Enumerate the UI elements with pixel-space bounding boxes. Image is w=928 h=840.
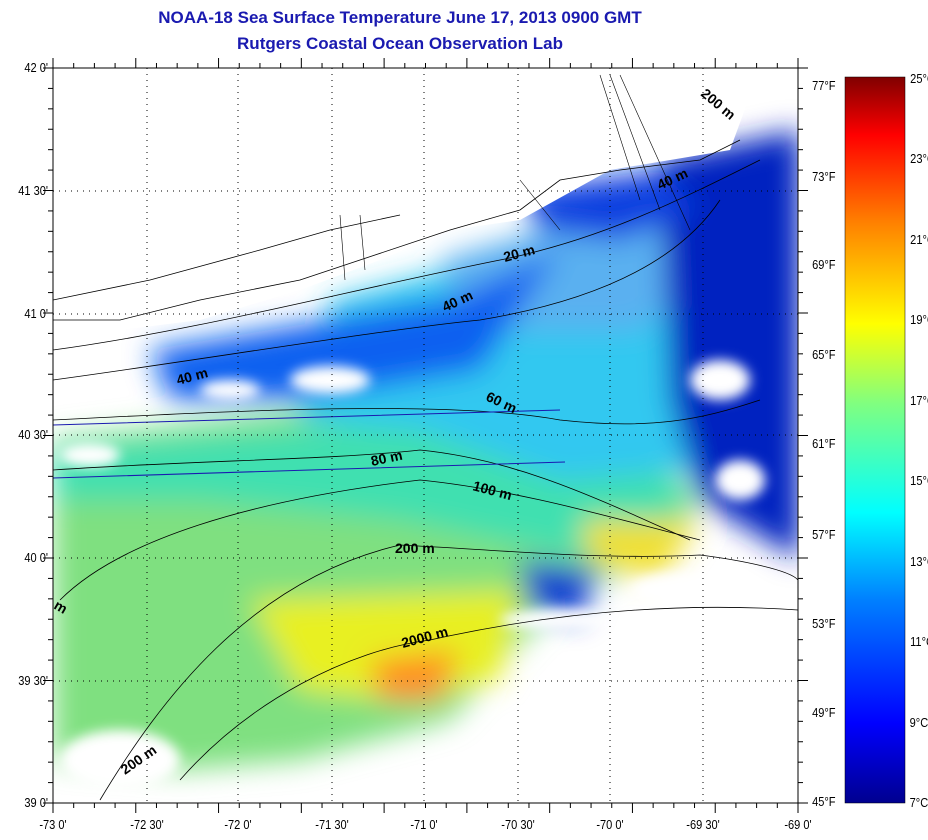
lon-label: -70 0' <box>596 817 624 832</box>
gridlines <box>53 68 798 803</box>
fahrenheit-label: 61°F <box>812 436 836 451</box>
celsius-label: 25°C <box>910 71 928 86</box>
fahrenheit-label: 53°F <box>812 616 836 631</box>
celsius-label: 15°C <box>910 473 928 488</box>
lon-label: -70 30' <box>501 817 535 832</box>
fahrenheit-label: 73°F <box>812 169 836 184</box>
lat-label: 39 30' <box>18 673 48 688</box>
lat-label: 41 30' <box>18 183 48 198</box>
celsius-label: 19°C <box>910 312 928 327</box>
land-mass <box>53 68 760 330</box>
lon-label: -69 0' <box>784 817 812 832</box>
fahrenheit-label: 49°F <box>812 705 836 720</box>
celsius-label: 9°C <box>909 715 928 730</box>
fahrenheit-label: 77°F <box>812 78 836 93</box>
contour-label: 20 m <box>502 241 537 265</box>
celsius-label: 17°C <box>910 393 928 408</box>
lon-label: -69 30' <box>686 817 720 832</box>
celsius-label: 23°C <box>910 151 928 166</box>
lon-label: -73 0' <box>39 817 67 832</box>
lat-label: 42 0' <box>24 60 48 75</box>
contour-label: 80 m <box>369 447 404 469</box>
fahrenheit-label: 65°F <box>812 347 836 362</box>
contour-label: 40 m <box>175 364 210 388</box>
celsius-label: 13°C <box>910 554 928 569</box>
celsius-label: 21°C <box>910 232 928 247</box>
fahrenheit-label: 45°F <box>812 794 836 809</box>
lat-label: 39 0' <box>24 795 48 810</box>
contour-label: 200 m <box>395 540 435 556</box>
sst-field: 200 m 40 m 20 m 40 m 40 m 60 m 80 m 100 … <box>53 68 798 803</box>
axis-ticks <box>43 58 808 813</box>
lat-label: 40 0' <box>24 550 48 565</box>
fahrenheit-label: 57°F <box>812 527 836 542</box>
colorbar <box>844 76 906 804</box>
celsius-label: 11°C <box>910 634 928 649</box>
celsius-label: 7°C <box>909 795 928 810</box>
isobath-contours <box>53 159 798 801</box>
lon-label: -71 0' <box>410 817 438 832</box>
lat-label: 40 30' <box>18 427 48 442</box>
map-subtitle: Rutgers Coastal Ocean Observation Lab <box>237 34 563 53</box>
lon-label: -72 0' <box>224 817 252 832</box>
lat-label: 41 0' <box>24 306 48 321</box>
map-title: NOAA-18 Sea Surface Temperature June 17,… <box>158 8 642 27</box>
fahrenheit-label: 69°F <box>812 257 836 272</box>
lon-label: -71 30' <box>315 817 349 832</box>
lon-label: -72 30' <box>130 817 164 832</box>
